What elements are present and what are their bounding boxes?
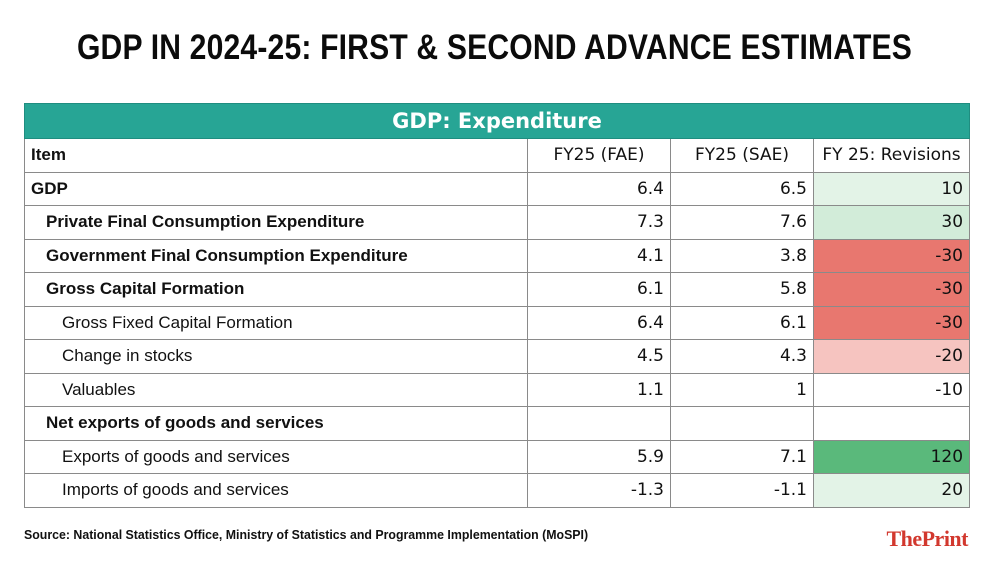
cell-sae: 4.3 — [670, 339, 814, 374]
table-row: Gross Fixed Capital Formation 6.4 6.1 -30 — [24, 305, 971, 340]
cell-fae: 7.3 — [527, 205, 671, 240]
table-row: Private Final Consumption Expenditure 7.3… — [24, 205, 971, 240]
cell-sae — [670, 406, 814, 441]
cell-revision — [812, 406, 971, 441]
table-body: GDP 6.4 6.5 10 Private Final Consumption Exp… — [24, 171, 971, 508]
cell-sae: 1 — [670, 372, 814, 407]
cell-fae: 6.4 — [527, 171, 671, 206]
table-row: Imports of goods and services -1.3 -1.1 20 — [24, 473, 971, 508]
brand-logo: ThePrint — [886, 526, 968, 551]
cell-revision: -30 — [812, 305, 971, 340]
cell-sae: 7.6 — [670, 205, 814, 240]
cell-item: Gross Fixed Capital Formation — [24, 305, 528, 340]
cell-fae: -1.3 — [527, 473, 671, 508]
cell-fae: 4.1 — [527, 238, 671, 273]
cell-item: Gross Capital Formation — [24, 272, 528, 307]
cell-sae: 5.8 — [670, 272, 814, 307]
table-row: Net exports of goods and services — [24, 406, 971, 441]
cell-fae: 5.9 — [527, 439, 671, 474]
cell-fae: 1.1 — [527, 372, 671, 407]
cell-fae — [527, 406, 671, 441]
column-header-fae: FY25 (FAE) — [527, 138, 671, 173]
cell-item: Valuables — [24, 372, 528, 407]
cell-item: GDP — [24, 171, 528, 206]
cell-revision: 20 — [812, 473, 971, 508]
cell-sae: 6.1 — [670, 305, 814, 340]
table-row: Exports of goods and services 5.9 7.1 120 — [24, 439, 971, 474]
cell-sae: 7.1 — [670, 439, 814, 474]
column-header-row: Item FY25 (FAE) FY25 (SAE) FY 25: Revisi… — [24, 138, 971, 173]
table-row: Gross Capital Formation 6.1 5.8 -30 — [24, 272, 971, 307]
cell-revision: 30 — [812, 205, 971, 240]
page-title: GDP IN 2024-25: FIRST & SECOND ADVANCE E… — [76, 28, 913, 67]
cell-item: Change in stocks — [24, 339, 528, 374]
cell-revision: -30 — [812, 272, 971, 307]
cell-revision: -30 — [812, 238, 971, 273]
table-row: Government Final Consumption Expenditure… — [24, 238, 971, 273]
gdp-expenditure-table: GDP: Expenditure Item FY25 (FAE) FY25 (S… — [23, 103, 971, 508]
cell-item: Imports of goods and services — [24, 473, 528, 508]
table-title: GDP: Expenditure — [23, 103, 971, 139]
cell-sae: 3.8 — [670, 238, 814, 273]
cell-fae: 6.1 — [527, 272, 671, 307]
cell-fae: 4.5 — [527, 339, 671, 374]
cell-item: Net exports of goods and services — [24, 406, 528, 441]
table-row: Change in stocks 4.5 4.3 -20 — [24, 339, 971, 374]
cell-revision: -10 — [812, 372, 971, 407]
cell-item: Government Final Consumption Expenditure — [24, 238, 528, 273]
cell-item: Exports of goods and services — [24, 439, 528, 474]
cell-revision: 10 — [812, 171, 971, 206]
cell-sae: -1.1 — [670, 473, 814, 508]
cell-revision: -20 — [812, 339, 971, 374]
cell-fae: 6.4 — [527, 305, 671, 340]
column-header-sae: FY25 (SAE) — [670, 138, 814, 173]
table-row: GDP 6.4 6.5 10 — [24, 171, 971, 206]
cell-item: Private Final Consumption Expenditure — [24, 205, 528, 240]
source-note: Source: National Statistics Office, Mini… — [24, 527, 589, 542]
column-header-item: Item — [24, 138, 528, 173]
column-header-revisions: FY 25: Revisions — [812, 138, 971, 173]
cell-revision: 120 — [812, 439, 971, 474]
table-row: Valuables 1.1 1 -10 — [24, 372, 971, 407]
cell-sae: 6.5 — [670, 171, 814, 206]
table-banner-row: GDP: Expenditure — [23, 103, 971, 139]
